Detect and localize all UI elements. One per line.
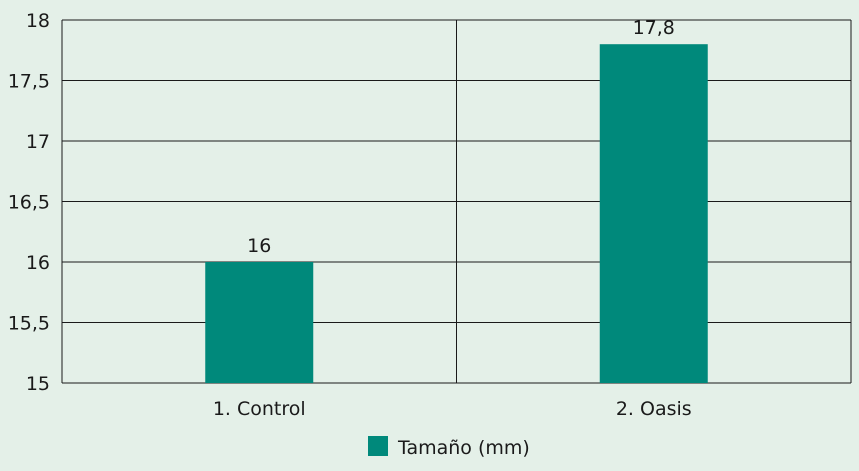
legend-label: Tamaño (mm) xyxy=(397,437,530,459)
x-tick-label: 2. Oasis xyxy=(616,398,692,420)
bar xyxy=(205,262,314,383)
y-tick-label: 17,5 xyxy=(8,71,50,93)
labels: 15 15,5 16 16,5 17 17,5 18 16 1. Control 17,8 2. O… xyxy=(8,10,692,420)
data-label: 17,8 xyxy=(633,17,675,39)
bars xyxy=(205,44,708,383)
y-tick-label: 16,5 xyxy=(8,192,50,214)
legend: Tamaño (mm) xyxy=(368,436,530,459)
axes xyxy=(61,20,852,383)
bar xyxy=(599,44,708,383)
legend-swatch xyxy=(368,436,388,456)
x-tick-label: 1. Control xyxy=(213,398,306,420)
y-tick-label: 18 xyxy=(26,10,50,32)
y-tick-label: 15 xyxy=(26,373,50,395)
y-tick-label: 15,5 xyxy=(8,313,50,335)
y-tick-label: 17 xyxy=(26,131,50,153)
y-tick-label: 16 xyxy=(26,252,50,274)
data-label: 16 xyxy=(247,235,271,257)
